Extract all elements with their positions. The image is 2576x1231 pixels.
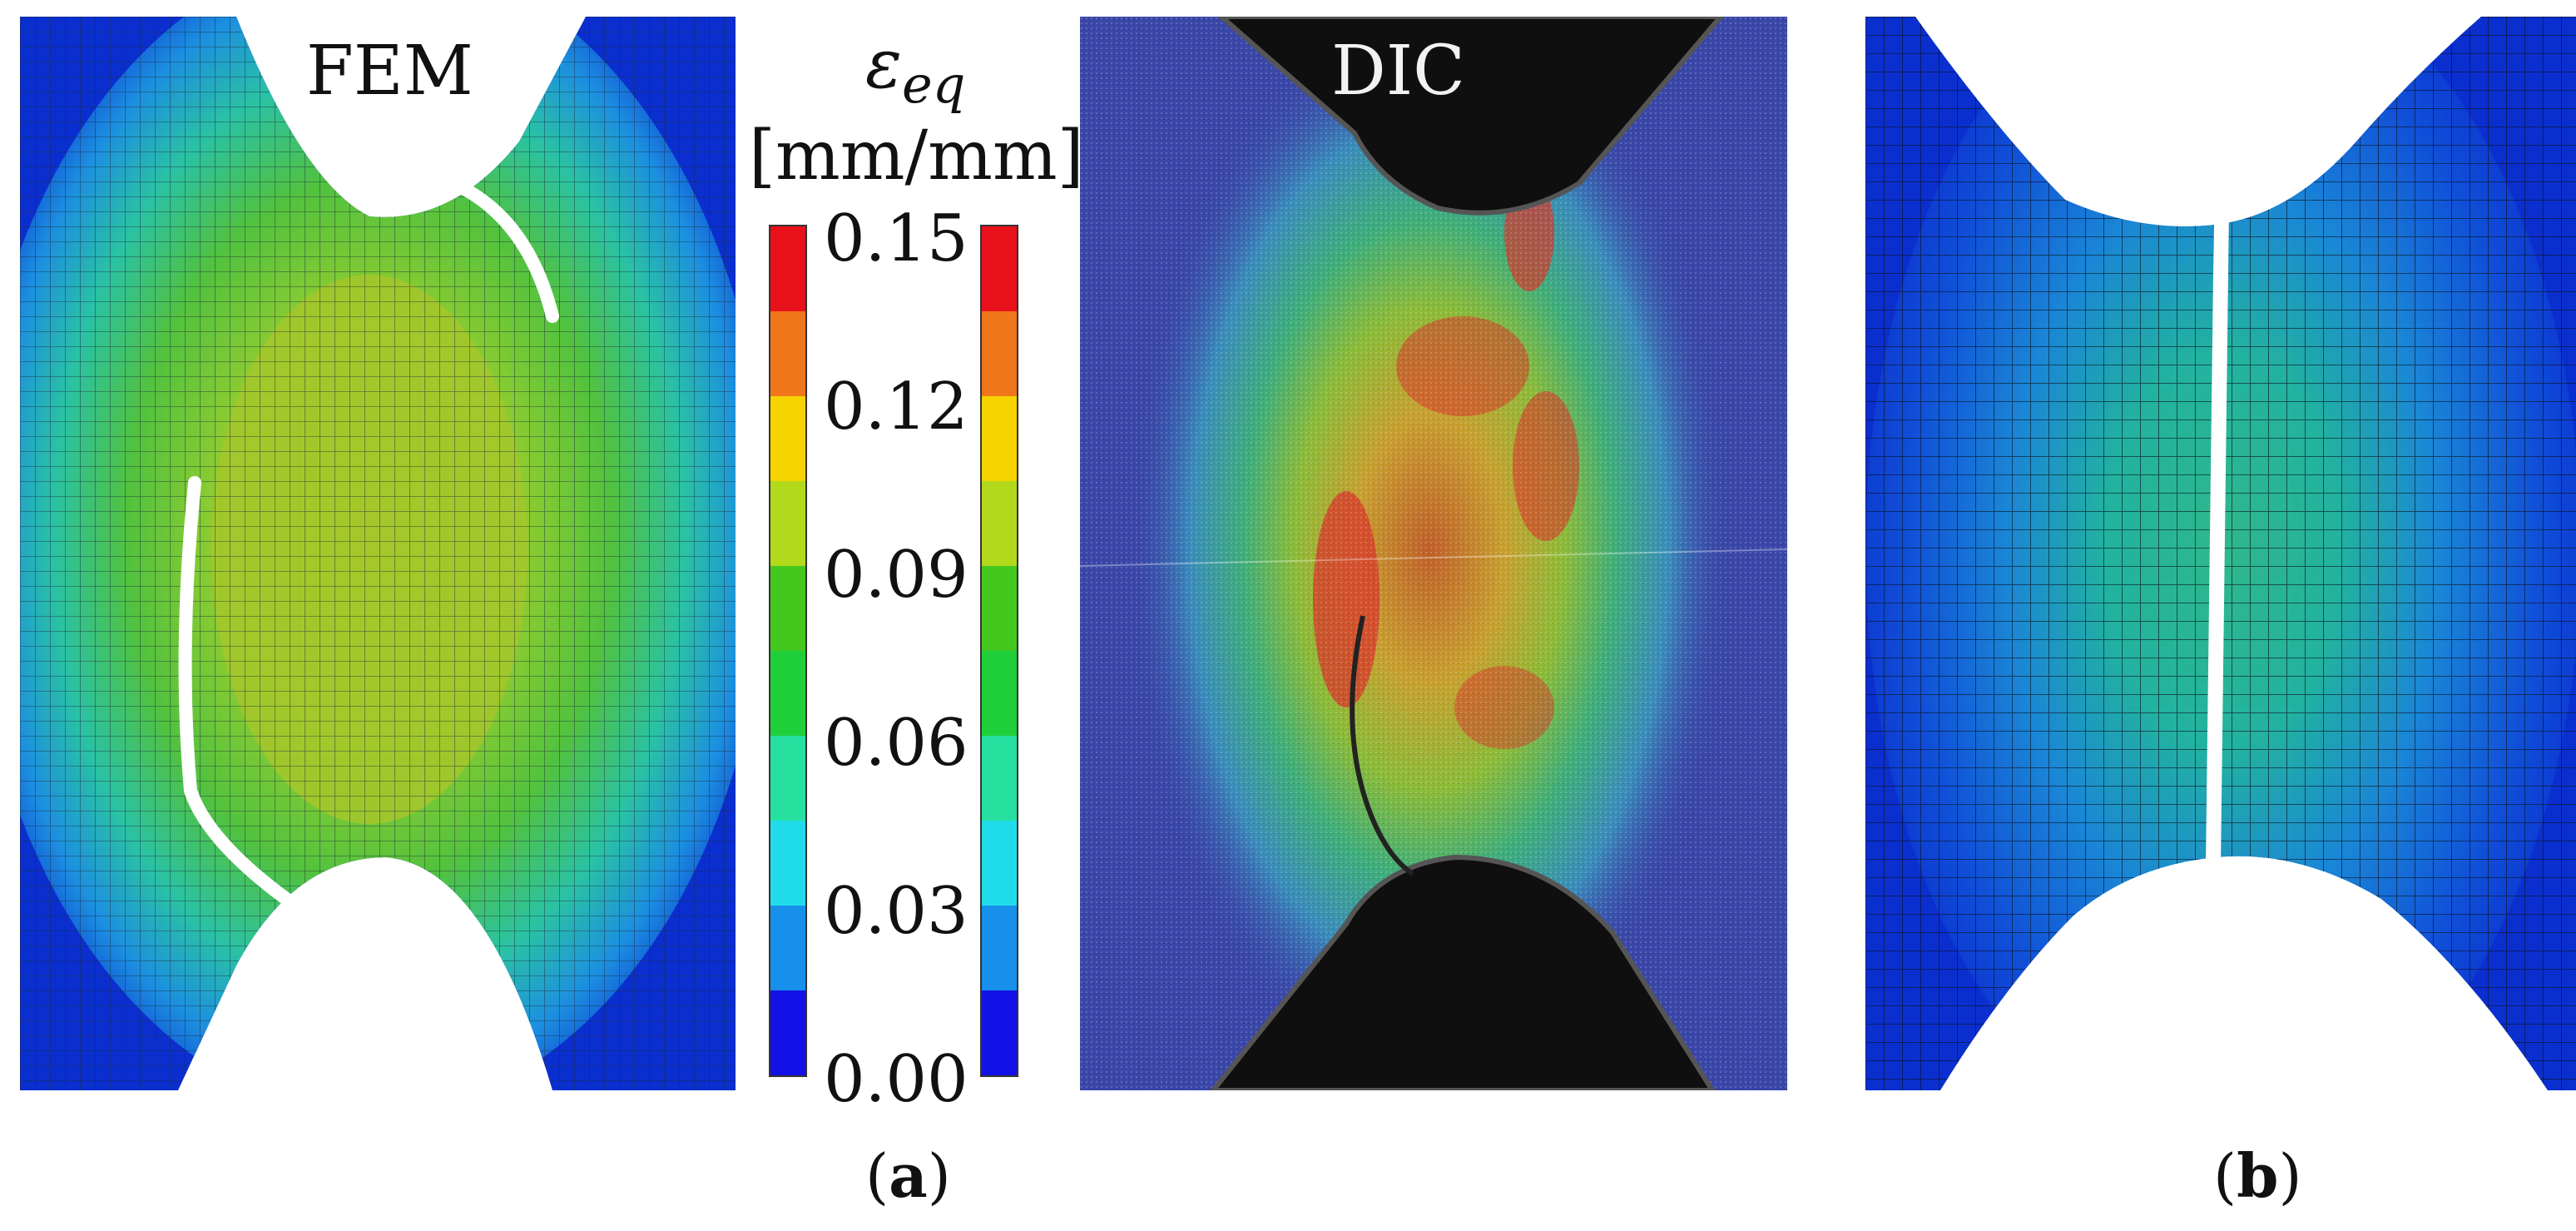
colorbar-swatch xyxy=(982,311,1017,396)
colorbar-swatch xyxy=(770,906,805,990)
colorbar-tick-label: 0.12 xyxy=(824,370,968,444)
epsilon-symbol: ε xyxy=(865,25,903,104)
colorbar-swatch xyxy=(982,821,1017,906)
colorbar-left xyxy=(769,225,807,1077)
colorbar-swatch xyxy=(982,651,1017,736)
colorbar-swatch xyxy=(982,566,1017,651)
colorbar-swatch xyxy=(770,396,805,481)
colorbar-right xyxy=(980,225,1018,1077)
colorbar-tick-label: 0.00 xyxy=(824,1042,968,1117)
colorbar-swatch xyxy=(770,821,805,906)
caption-letter: b xyxy=(2237,1140,2279,1211)
caption-b: (b) xyxy=(2213,1140,2302,1211)
colorbar-swatch xyxy=(770,651,805,736)
epsilon-subscript: eq xyxy=(902,54,966,115)
colorbar-tick-label: 0.15 xyxy=(824,201,968,276)
colorbar-symbol: εeq xyxy=(865,25,965,115)
caption-close-paren: ) xyxy=(927,1141,951,1211)
caption-close-paren: ) xyxy=(2278,1141,2302,1211)
dic-contour-panel xyxy=(1080,17,1787,1090)
colorbar-tick-label: 0.09 xyxy=(824,538,968,613)
colorbar-swatch xyxy=(982,396,1017,481)
colorbar-swatch xyxy=(770,736,805,821)
colorbar-swatch xyxy=(770,566,805,651)
colorbar-swatch xyxy=(770,311,805,396)
colorbar-swatch xyxy=(982,736,1017,821)
colorbar-tick-label: 0.03 xyxy=(824,874,968,949)
colorbar-swatch xyxy=(982,990,1017,1075)
colorbar-swatch xyxy=(982,906,1017,990)
colorbar-swatch xyxy=(770,990,805,1075)
colorbar-swatch xyxy=(982,226,1017,311)
caption-a: (a) xyxy=(865,1140,951,1211)
colorbar-swatch xyxy=(770,226,805,311)
dic-title: DIC xyxy=(1331,32,1465,111)
caption-open-paren: ( xyxy=(865,1141,889,1211)
caption-open-paren: ( xyxy=(2213,1141,2237,1211)
fem-title: FEM xyxy=(306,32,473,111)
caption-letter: a xyxy=(889,1140,928,1211)
colorbar-swatch xyxy=(770,481,805,566)
colorbar-swatch xyxy=(982,481,1017,566)
colorbar-tick-label: 0.06 xyxy=(824,706,968,781)
colorbar-unit: [mm/mm] xyxy=(749,117,1084,196)
fem-contour-panel xyxy=(20,17,736,1090)
fem-fracture-panel xyxy=(1865,17,2576,1090)
